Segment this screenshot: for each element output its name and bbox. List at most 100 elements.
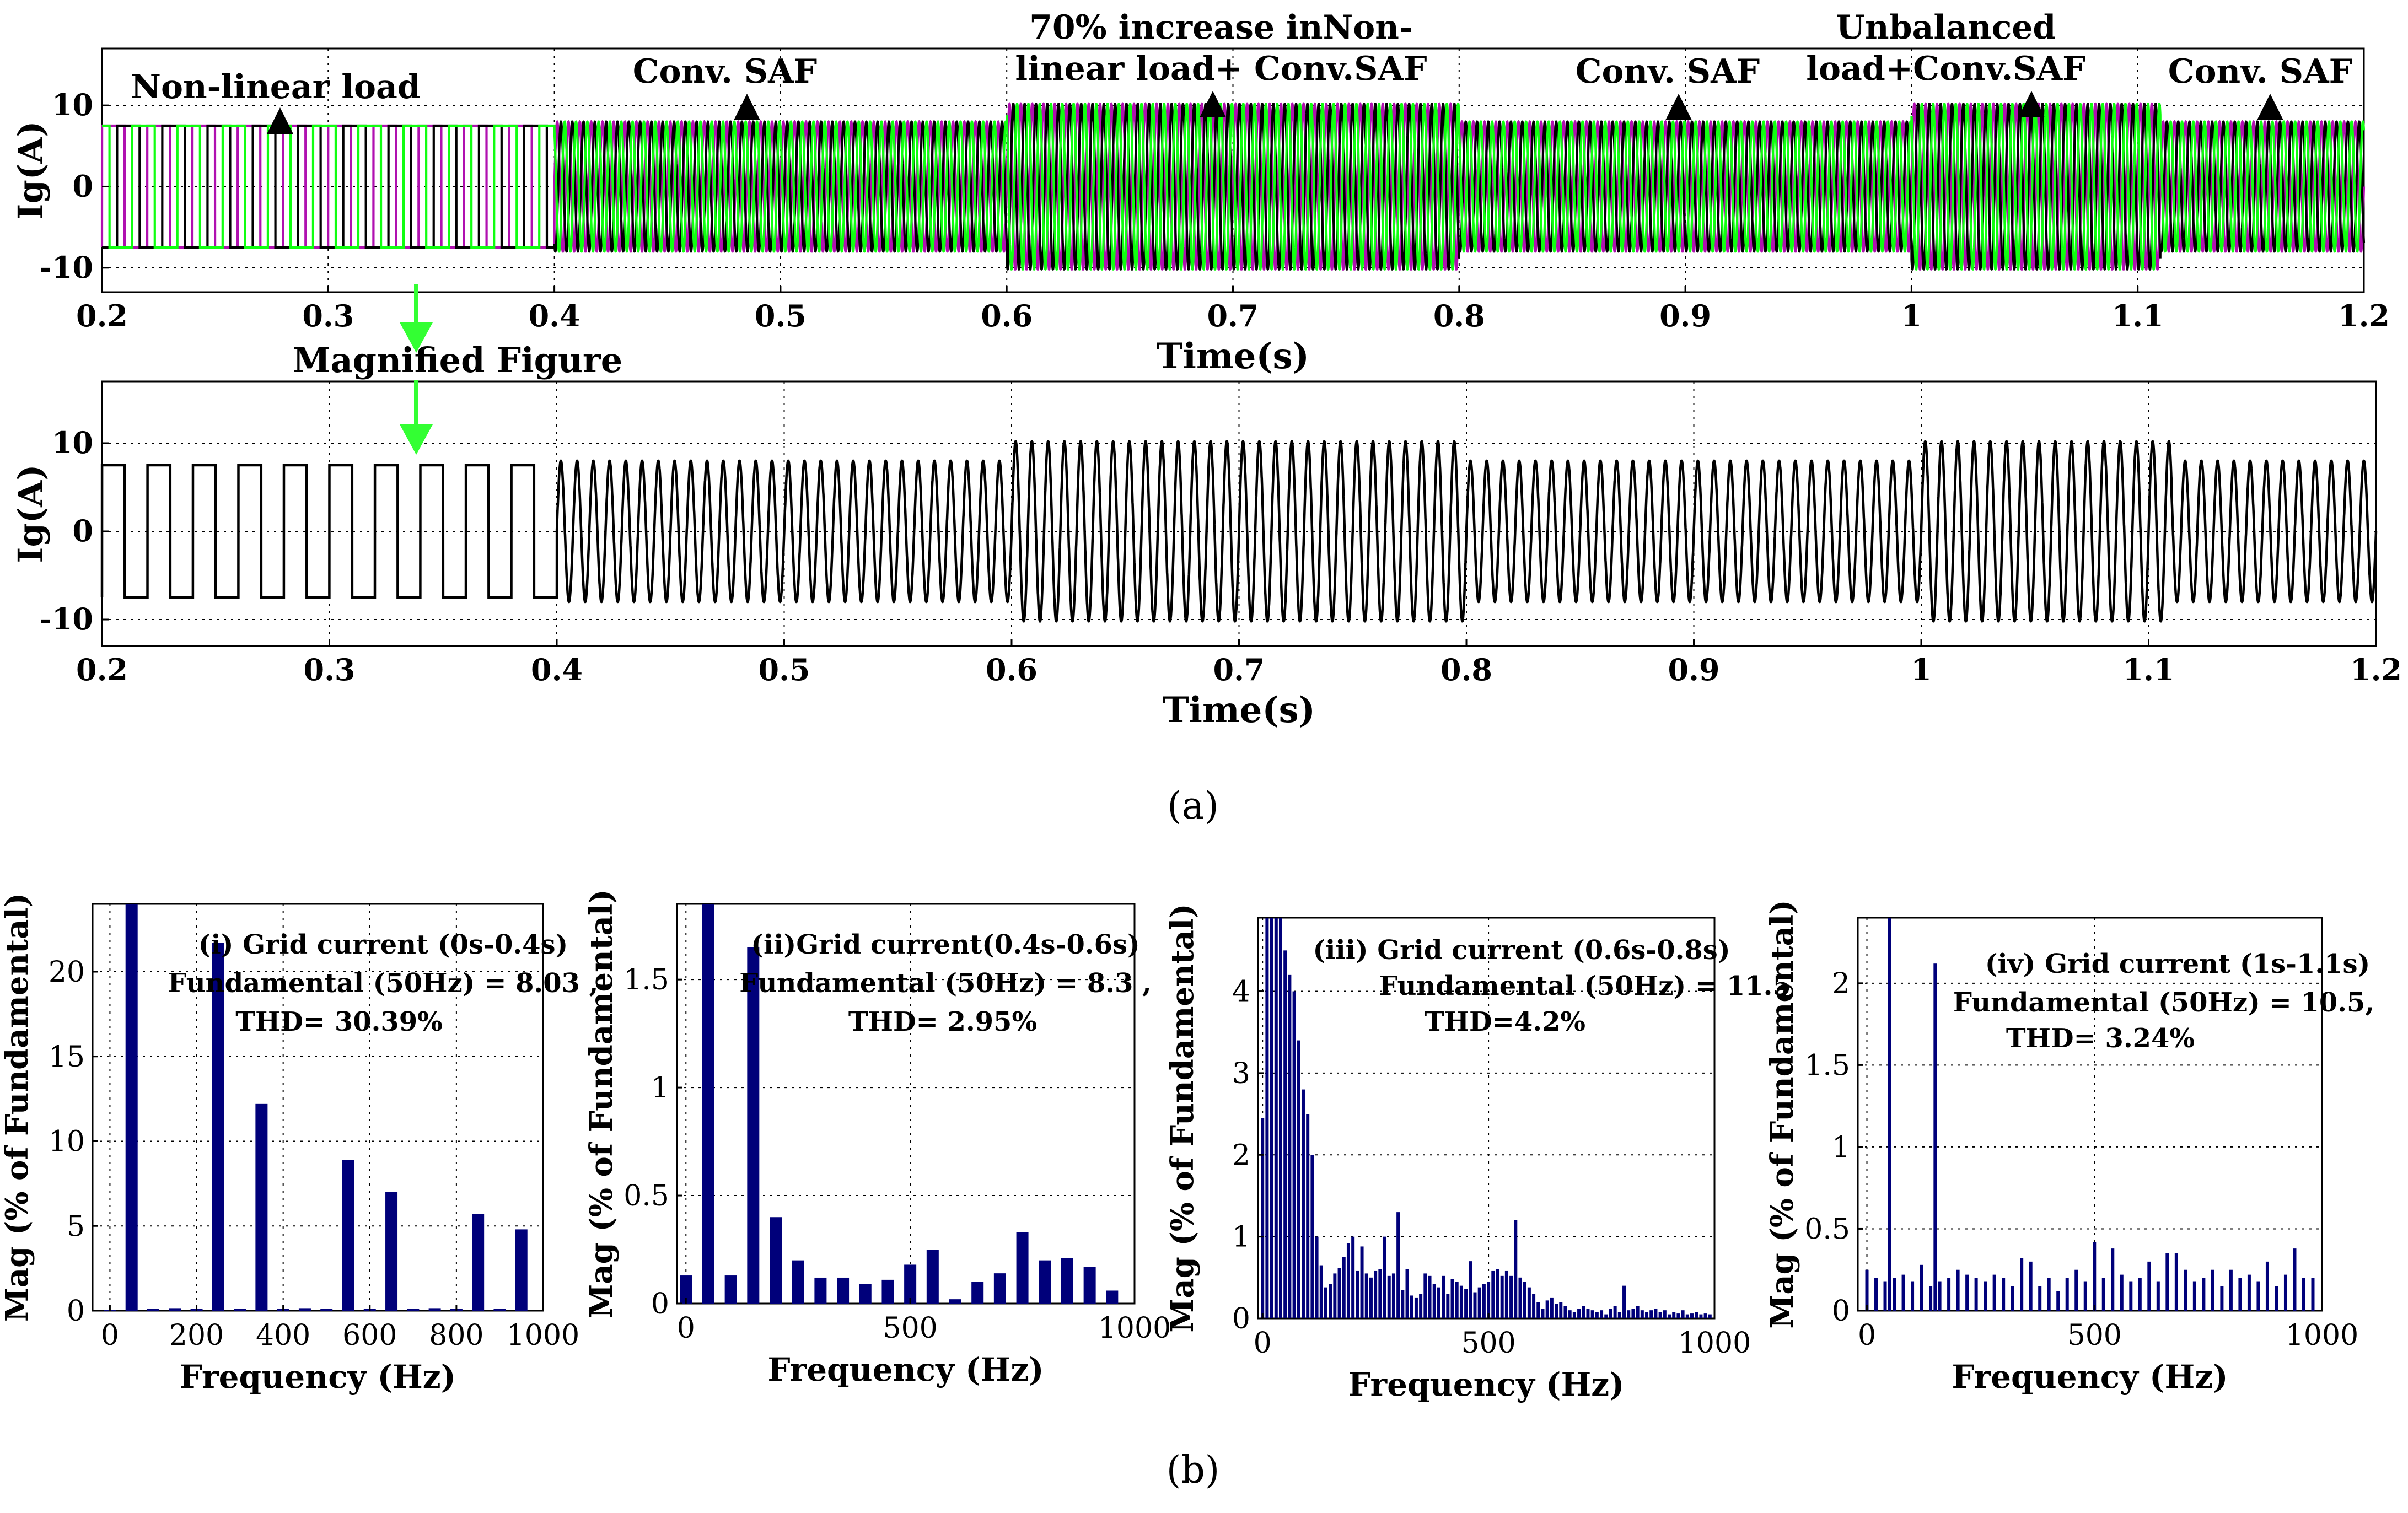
y-tick-label: 0 xyxy=(651,1288,669,1321)
annotation-label: THD= 2.95% xyxy=(848,1006,1037,1037)
y-axis-label: Ig(A) xyxy=(10,121,51,219)
bars xyxy=(680,904,1119,1304)
y-tick-label: 0 xyxy=(1232,1302,1250,1336)
annotation-label: load+Conv.SAF xyxy=(1806,50,2086,88)
bar xyxy=(1469,1261,1472,1318)
bars xyxy=(1865,918,2315,1311)
bar xyxy=(680,1275,692,1304)
x-tick-label: 0.9 xyxy=(1668,652,1720,687)
bar xyxy=(1568,1310,1572,1318)
bar xyxy=(1613,1306,1617,1318)
bar xyxy=(1590,1310,1594,1318)
annotation-arrow-icon xyxy=(1665,94,1692,120)
annotation-arrow-icon xyxy=(2018,91,2045,117)
bar xyxy=(2029,1261,2033,1311)
y-tick-label: 10 xyxy=(49,1126,85,1159)
bar xyxy=(1360,1246,1364,1318)
bar xyxy=(472,1214,485,1311)
bar xyxy=(1518,1277,1522,1318)
annotation-arrow-icon xyxy=(267,107,293,134)
bar xyxy=(2020,1258,2024,1311)
bar xyxy=(1911,1281,1915,1311)
bar xyxy=(1419,1294,1423,1318)
annotation-label: Unbalanced xyxy=(1836,8,2056,47)
bar xyxy=(1106,1290,1119,1304)
bar xyxy=(1545,1300,1549,1318)
bar xyxy=(1617,1312,1621,1318)
bar xyxy=(926,1250,939,1304)
bar xyxy=(1351,1236,1355,1318)
x-tick-label: 0 xyxy=(1254,1327,1272,1360)
bar xyxy=(1491,1270,1495,1318)
bar xyxy=(1432,1284,1436,1318)
x-tick-label: 0.5 xyxy=(759,652,810,687)
bar xyxy=(1464,1289,1468,1318)
y-tick-label: 2 xyxy=(1232,1139,1250,1172)
x-tick-label: 0 xyxy=(1858,1319,1876,1352)
bar xyxy=(1369,1277,1373,1318)
bar xyxy=(169,1308,181,1311)
annotation-label: Fundamental (50Hz) = 8.3 , xyxy=(739,968,1152,999)
bar xyxy=(1016,1232,1029,1304)
bar xyxy=(2129,1281,2133,1311)
bar xyxy=(1487,1282,1491,1318)
bar xyxy=(2038,1286,2042,1311)
x-tick-label: 0.6 xyxy=(986,652,1038,687)
bar xyxy=(1703,1313,1707,1318)
bar xyxy=(2229,1269,2233,1311)
y-tick-label: 0 xyxy=(72,513,93,548)
x-tick-label: 500 xyxy=(1461,1327,1515,1360)
y-tick-label: 1 xyxy=(1832,1131,1850,1164)
y-tick-label: 1 xyxy=(651,1072,669,1105)
top-waveform-chart: 0.2 0.3 0.4 0.5 0.6 0.7 0.8 0.9 1 1.1 1.2 10 0 -10 Tim… xyxy=(10,8,2390,377)
annotation-label: Conv. SAF xyxy=(2168,52,2352,91)
bar xyxy=(770,1217,782,1304)
bar xyxy=(1446,1294,1450,1318)
bar xyxy=(1888,918,1891,1311)
annotation-label: (iv) Grid current (1s-1.1s) xyxy=(1985,949,2370,979)
bar xyxy=(342,1160,354,1311)
bar xyxy=(2047,1278,2051,1311)
y-axis-label: Mag (% of Fundamental) xyxy=(1764,900,1800,1328)
bar xyxy=(2192,1281,2196,1311)
bar xyxy=(1459,1285,1463,1318)
bar xyxy=(1699,1314,1703,1318)
series-line-phase-b xyxy=(102,103,2366,271)
y-tick-label: -10 xyxy=(39,250,93,285)
x-tick-label: 600 xyxy=(342,1319,397,1352)
bar xyxy=(1414,1297,1418,1318)
x-axis-label: Time(s) xyxy=(1163,690,1315,731)
bar xyxy=(2138,1278,2142,1311)
bar xyxy=(1288,974,1292,1318)
x-tick-label: 400 xyxy=(256,1319,310,1352)
y-tick-label: 0 xyxy=(1832,1295,1850,1328)
bar xyxy=(1577,1309,1581,1318)
y-tick-label: 10 xyxy=(52,87,93,122)
y-axis-label: Mag (% of Fundamental) xyxy=(0,893,35,1322)
bar xyxy=(1396,1212,1400,1318)
bar xyxy=(2074,1269,2078,1311)
bar xyxy=(1265,918,1269,1318)
y-tick-label: 0.5 xyxy=(1804,1213,1850,1246)
x-tick-label: 1000 xyxy=(1678,1327,1751,1360)
bar xyxy=(1992,1274,1996,1311)
annotation-arrow-icon xyxy=(1200,91,1226,117)
plot-frame xyxy=(1857,917,2323,1312)
spectrum-i-chart: 0 200 400 600 800 1000 0 5 10 15 20 Frequency (Hz) M… xyxy=(0,893,598,1396)
grid-lines xyxy=(93,904,543,1311)
bar xyxy=(1270,918,1273,1318)
y-tick-label: 0 xyxy=(67,1295,85,1328)
bar xyxy=(2202,1278,2206,1311)
bar xyxy=(1482,1284,1486,1318)
bar xyxy=(2184,1269,2187,1311)
bar xyxy=(1527,1287,1531,1318)
bar xyxy=(1346,1243,1350,1318)
green-arrow-down-icon xyxy=(400,424,433,455)
y-tick-label: 0 xyxy=(72,168,93,203)
annotation-label: Conv. SAF xyxy=(633,52,817,91)
bar xyxy=(1668,1314,1671,1318)
bar xyxy=(2275,1286,2278,1311)
annotation-label: THD=4.2% xyxy=(1425,1006,1585,1037)
bar xyxy=(2238,1278,2242,1311)
